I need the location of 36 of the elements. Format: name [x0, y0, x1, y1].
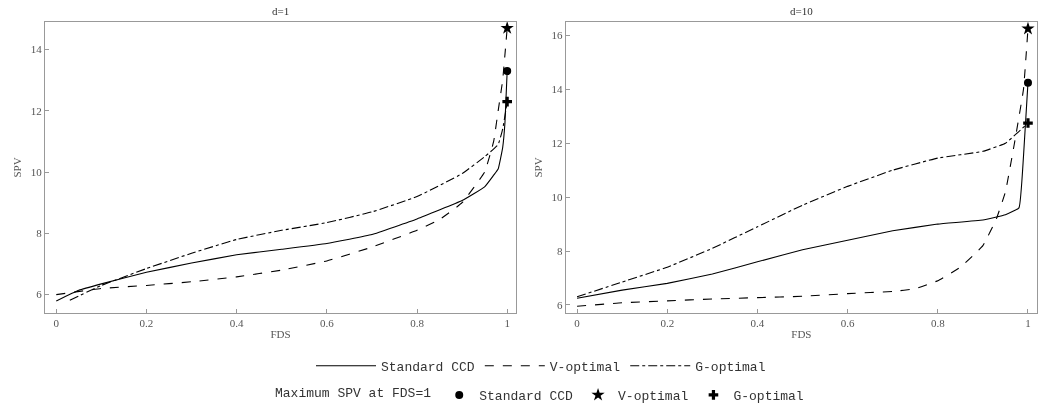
legend-label: V-optimal: [549, 359, 621, 375]
x-tick-label: 1: [1025, 317, 1031, 330]
y-tick-label: 6: [36, 288, 43, 301]
y-tick-label: 14: [551, 83, 564, 96]
x-axis-title: FDS: [791, 328, 812, 341]
legend-title: Maximum SPV at FDS=1: [275, 385, 432, 401]
x-tick-label: 1: [504, 317, 510, 330]
x-tick-label: 0.6: [840, 317, 855, 330]
y-tick-label: 12: [551, 137, 563, 150]
y-tick-label: 16: [551, 29, 564, 42]
y-tick-label: 12: [30, 104, 42, 117]
x-tick-label: 0.4: [750, 317, 765, 330]
legend-label: G-optimal: [733, 388, 804, 404]
y-axis-title: SPV: [532, 157, 545, 178]
x-tick-label: 0: [53, 317, 60, 330]
chart-title: d=10: [790, 5, 814, 17]
legend-label: Standard CCD: [381, 359, 475, 375]
x-axis-title: FDS: [270, 328, 291, 341]
x-tick-label: 0.4: [229, 317, 245, 330]
legend-label: Standard CCD: [479, 388, 574, 404]
y-tick-label: 6: [557, 298, 564, 311]
y-tick-label: 8: [557, 244, 564, 257]
x-tick-label: 0.2: [139, 317, 154, 330]
legend-label: V-optimal: [618, 388, 689, 404]
chart-title: d=1: [272, 5, 290, 17]
y-axis-title: SPV: [11, 157, 24, 178]
y-tick-label: 10: [30, 165, 43, 178]
y-tick-label: 8: [36, 227, 43, 240]
x-tick-label: 0: [574, 317, 581, 330]
x-tick-label: 0.6: [319, 317, 335, 330]
y-tick-label: 10: [551, 190, 564, 203]
x-tick-label: 0.8: [930, 317, 946, 330]
x-tick-label: 0.2: [660, 317, 675, 330]
legend-label: G-optimal: [695, 359, 766, 375]
x-tick-label: 0.8: [410, 317, 425, 330]
y-tick-label: 14: [30, 43, 43, 56]
